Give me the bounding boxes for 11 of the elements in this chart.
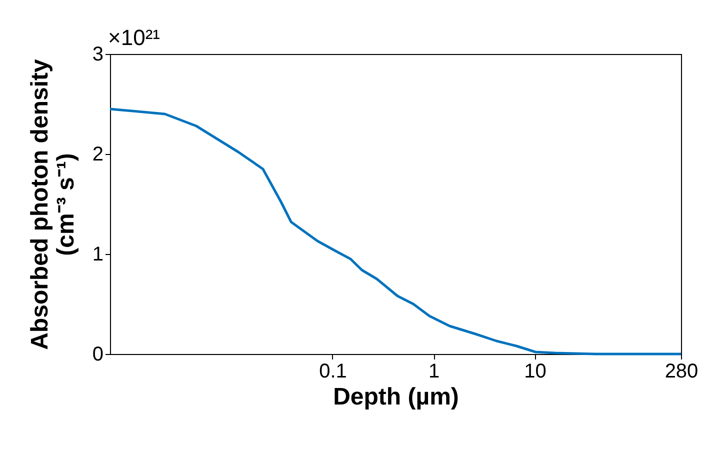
y-tick-label: 3 [92, 44, 104, 66]
y-tick-label: 2 [92, 144, 104, 166]
y-tick-label: 0 [92, 344, 104, 366]
x-tick-label: 10 [524, 360, 546, 382]
y-axis-title: Absorbed photon density (cm⁻³ s⁻¹) [26, 58, 80, 350]
x-tick-label: 1 [428, 360, 440, 382]
x-tick-label: 0.1 [319, 360, 347, 382]
y-tick-label: 1 [92, 244, 104, 266]
text: ×10²¹ [108, 25, 160, 50]
x-axis-title: Depth (µm) [333, 384, 459, 410]
x-tick-label: 280 [664, 360, 698, 382]
